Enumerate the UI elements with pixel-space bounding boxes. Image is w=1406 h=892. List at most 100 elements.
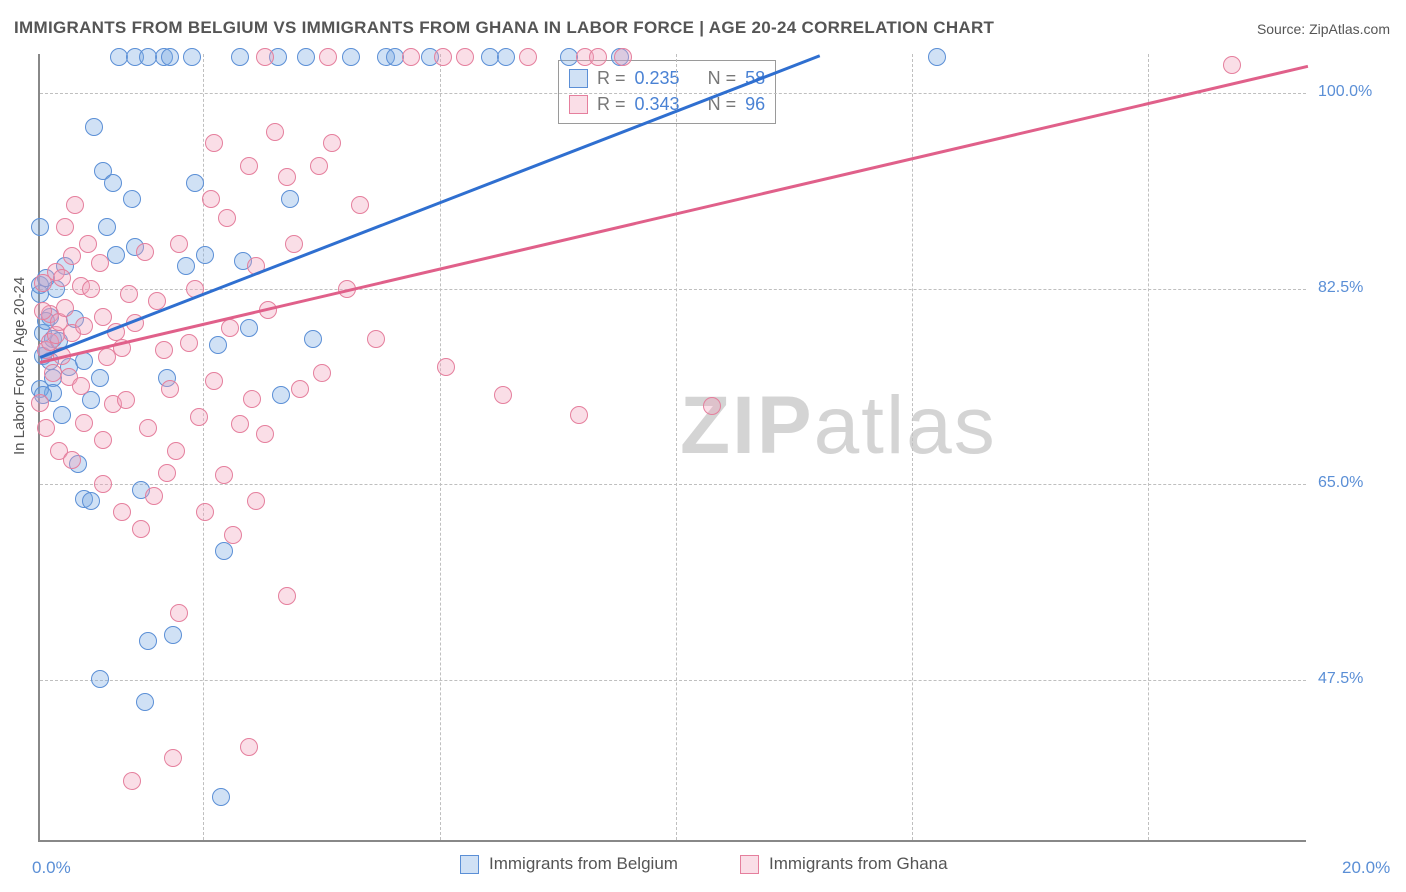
data-point-b [323,134,341,152]
data-point-a [139,632,157,650]
data-point-b [256,48,274,66]
data-point-b [180,334,198,352]
y-tick-label: 100.0% [1318,83,1406,101]
data-point-a [342,48,360,66]
data-point-b [113,503,131,521]
data-point-b [34,302,52,320]
stats-swatch [569,95,588,114]
data-point-b [215,466,233,484]
data-point-b [256,425,274,443]
gridline-vertical [203,54,204,840]
data-point-b [75,414,93,432]
stats-r-label: R = [597,94,626,115]
gridline-vertical [1148,54,1149,840]
data-point-b [319,48,337,66]
data-point-b [170,235,188,253]
legend-series-b: Immigrants from Ghana [740,854,948,874]
data-point-b [75,317,93,335]
data-point-b [240,738,258,756]
data-point-a [75,352,93,370]
stats-n-value: 96 [745,94,765,115]
data-point-b [72,377,90,395]
data-point-b [278,168,296,186]
data-point-b [63,247,81,265]
data-point-b [37,419,55,437]
data-point-a [177,257,195,275]
data-point-b [205,134,223,152]
data-point-b [614,48,632,66]
data-point-a [272,386,290,404]
data-point-b [243,390,261,408]
data-point-a [98,218,116,236]
data-point-b [202,190,220,208]
data-point-b [519,48,537,66]
x-axis-min-label: 0.0% [32,858,71,878]
data-point-b [56,299,74,317]
y-axis-label: In Labor Force | Age 20-24 [11,277,28,455]
plot-area: ZIPatlas R =0.235N =58R =0.343N =96 [38,54,1306,842]
data-point-b [570,406,588,424]
data-point-b [1223,56,1241,74]
data-point-a [91,670,109,688]
data-point-b [196,503,214,521]
data-point-b [136,243,154,261]
data-point-a [212,788,230,806]
data-point-b [170,604,188,622]
data-point-b [367,330,385,348]
data-point-a [161,48,179,66]
data-point-a [136,693,154,711]
data-point-b [31,394,49,412]
data-point-a [215,542,233,560]
data-point-b [434,48,452,66]
data-point-b [589,48,607,66]
data-point-a [231,48,249,66]
data-point-a [196,246,214,264]
data-point-b [94,431,112,449]
stats-r-value: 0.235 [635,68,680,89]
data-point-b [132,520,150,538]
data-point-b [218,209,236,227]
chart-title: IMMIGRANTS FROM BELGIUM VS IMMIGRANTS FR… [14,18,994,38]
data-point-b [437,358,455,376]
data-point-b [231,415,249,433]
legend-series-a: Immigrants from Belgium [460,854,678,874]
data-point-b [123,772,141,790]
data-point-b [291,380,309,398]
data-point-b [224,526,242,544]
gridline-horizontal [40,680,1306,681]
data-point-b [247,492,265,510]
data-point-b [117,391,135,409]
data-point-a [31,218,49,236]
data-point-b [190,408,208,426]
data-point-b [167,442,185,460]
x-axis-max-label: 20.0% [1342,858,1390,878]
data-point-b [82,280,100,298]
data-point-b [205,372,223,390]
legend-label-a: Immigrants from Belgium [489,854,678,874]
data-point-b [313,364,331,382]
watermark: ZIPatlas [680,379,997,473]
data-point-a [240,319,258,337]
data-point-b [278,587,296,605]
data-point-b [703,397,721,415]
data-point-a [183,48,201,66]
data-point-b [161,380,179,398]
data-point-a [209,336,227,354]
gridline-horizontal [40,93,1306,94]
data-point-b [240,157,258,175]
data-point-b [139,419,157,437]
gridline-vertical [912,54,913,840]
data-point-b [66,196,84,214]
data-point-a [304,330,322,348]
y-tick-label: 82.5% [1318,279,1406,297]
data-point-b [91,254,109,272]
data-point-a [164,626,182,644]
legend-swatch-b [740,855,759,874]
data-point-b [221,319,239,337]
data-point-b [266,123,284,141]
data-point-a [297,48,315,66]
data-point-b [56,218,74,236]
data-point-b [456,48,474,66]
gridline-vertical [676,54,677,840]
data-point-a [186,174,204,192]
